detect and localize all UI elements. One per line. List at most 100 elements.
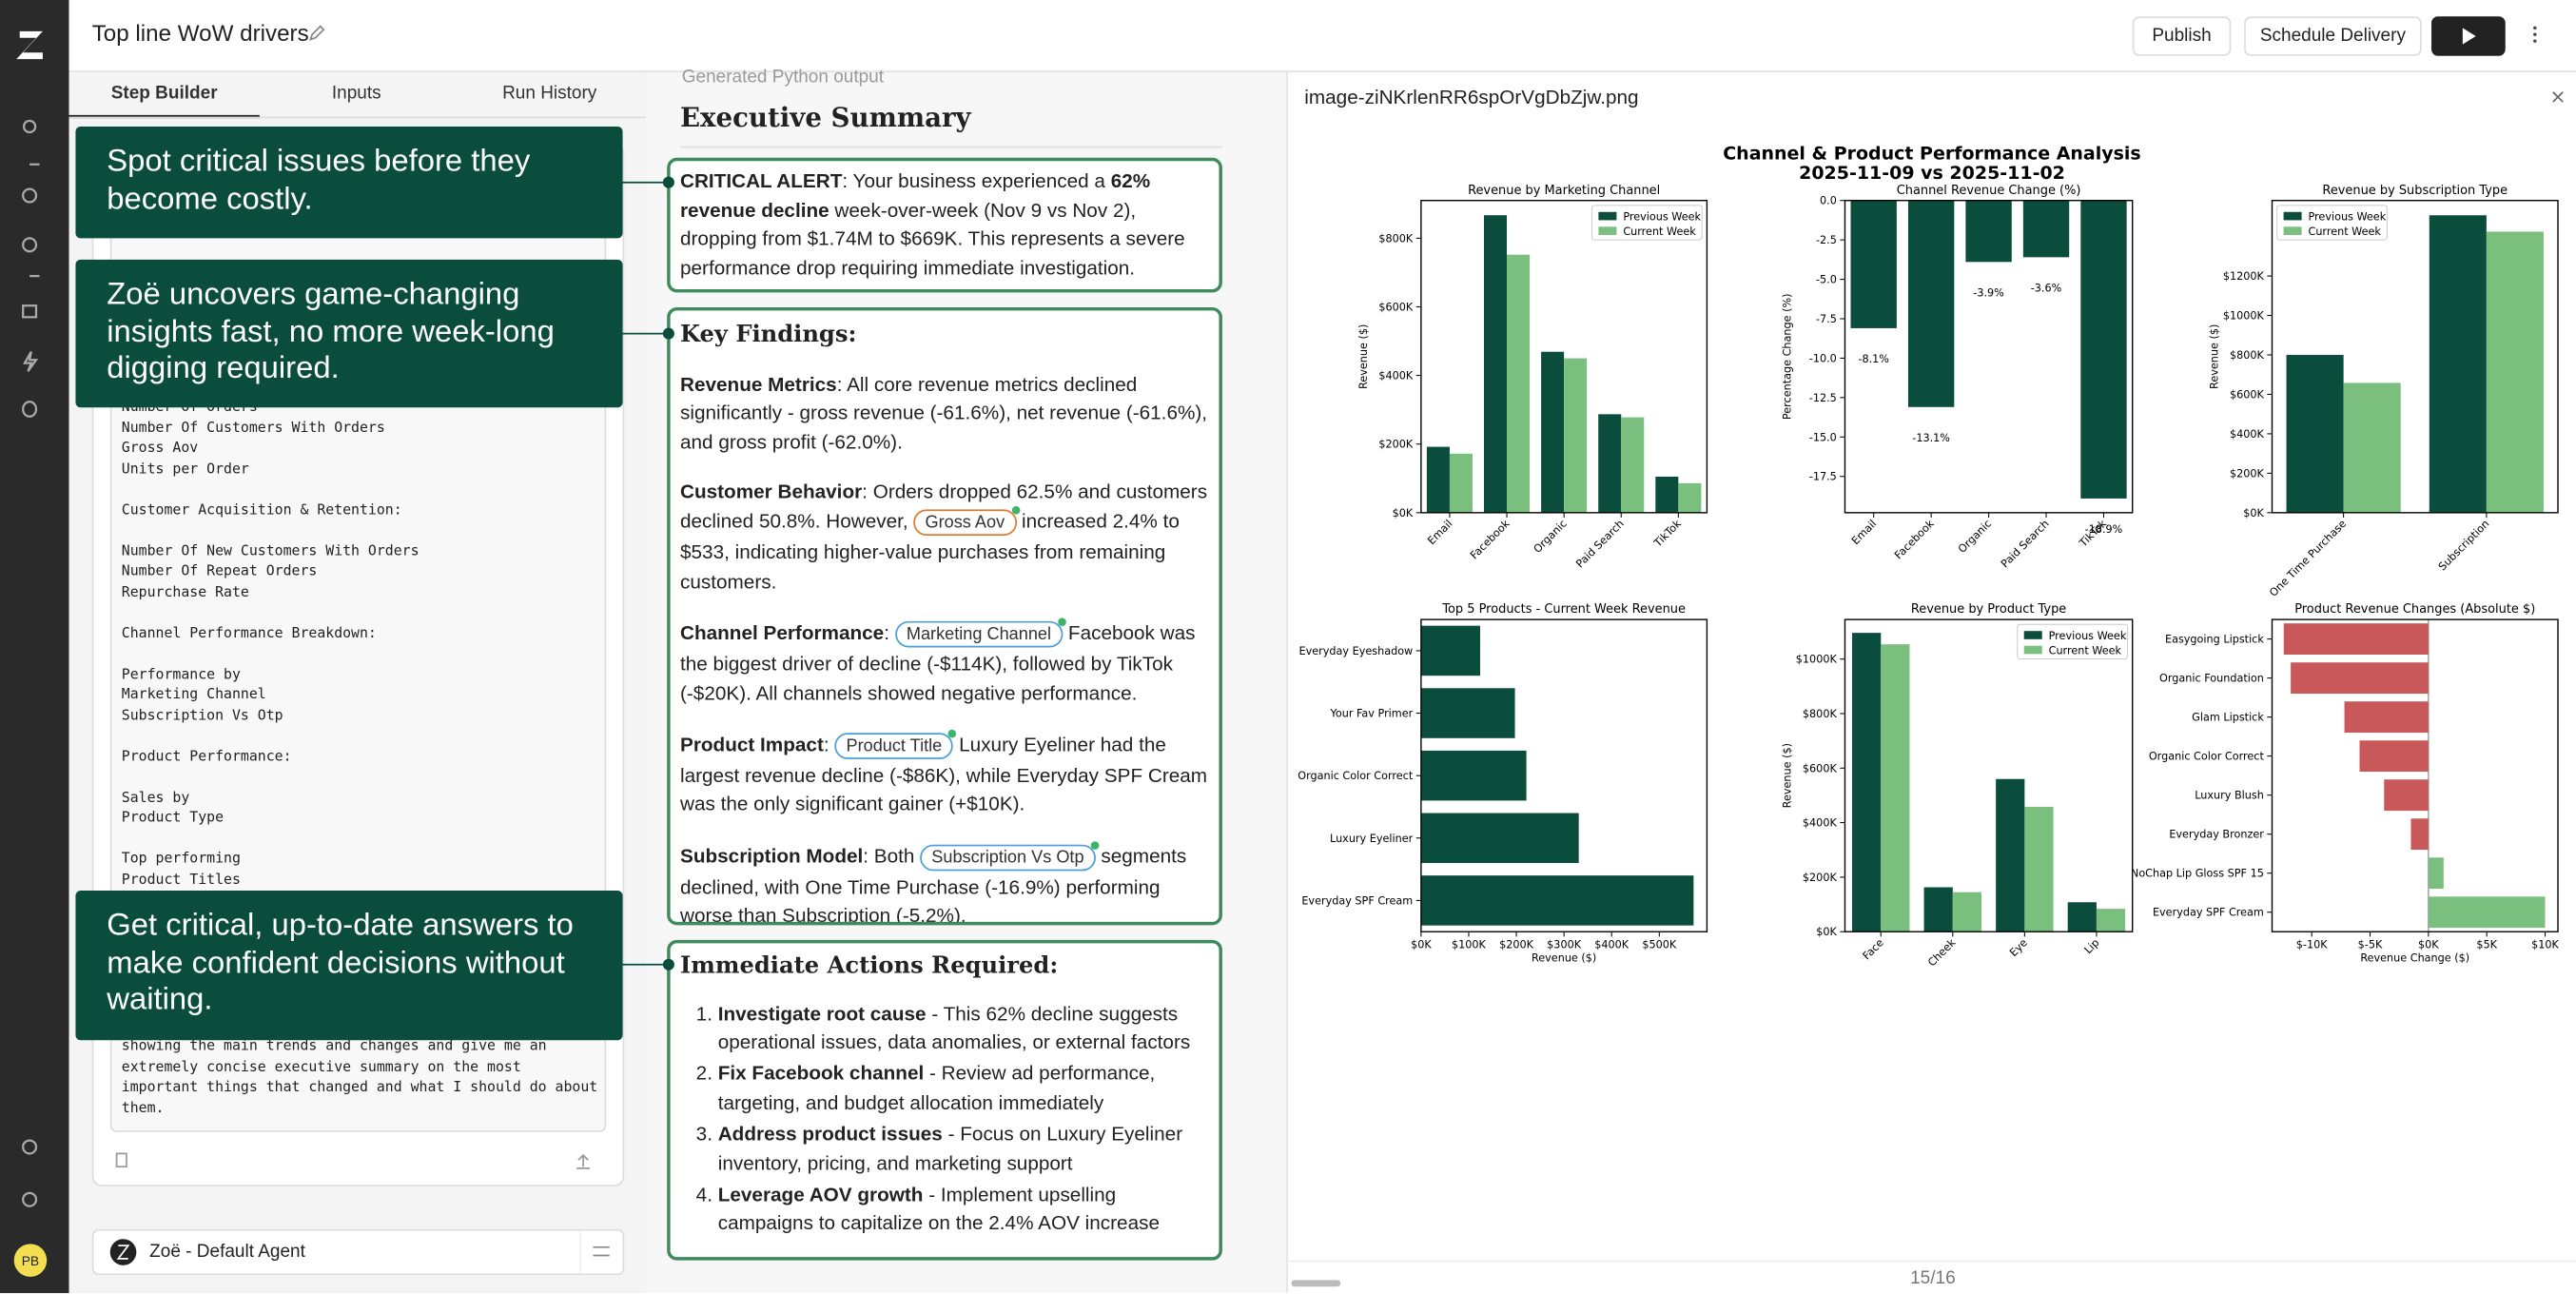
tab-divider [68, 116, 646, 119]
bar [1678, 482, 1702, 513]
legend-swatch [2283, 211, 2302, 221]
scrollbar[interactable] [1291, 1280, 1341, 1287]
x-tick-label: Facebook [1892, 518, 1937, 562]
x-tick-label: $200K [1499, 939, 1534, 951]
x-tick-label: Subscription [2436, 518, 2491, 573]
more-icon[interactable] [2528, 23, 2542, 46]
schedule-button[interactable]: Schedule Delivery [2244, 16, 2422, 56]
x-axis-label: Revenue Change ($) [2360, 951, 2469, 964]
tab[interactable]: Inputs [331, 84, 381, 104]
prompt-group: Top performing Product Titles [122, 850, 420, 891]
table-icon[interactable] [22, 304, 38, 319]
legend-label: Previous Week [2308, 210, 2386, 223]
field-chip[interactable]: Product Title [834, 729, 957, 759]
agent-settings[interactable] [579, 1230, 623, 1274]
bar [1965, 200, 2012, 263]
bold-text: Product Impact [679, 732, 824, 756]
y-tick-label: -2.5 [1816, 234, 1837, 246]
bar [2291, 662, 2429, 695]
bold-text: Customer Behavior [679, 480, 863, 503]
finding: Channel Performance: Marketing Channel F… [680, 618, 1209, 709]
prompt-group: Sales by Product Type [122, 788, 420, 829]
bar [2286, 355, 2344, 513]
run-button[interactable] [2431, 16, 2506, 56]
y-tick-label: -15.0 [1809, 431, 1837, 443]
bar [2384, 779, 2429, 812]
tab[interactable]: Run History [502, 84, 597, 104]
prompt-group: Performance by Marketing Channel Subscript… [122, 665, 420, 727]
prompt-line: extremely concise executive summary on t… [121, 1059, 521, 1076]
figure: Channel & Product Performance Analysis20… [1298, 144, 2559, 970]
callout: Get critical, up-to-date answers to make… [75, 891, 623, 1041]
share-icon[interactable] [576, 1153, 591, 1169]
bar [1850, 200, 1897, 328]
legend-label: Current Week [2049, 644, 2122, 657]
y-tick-label: Glam Lipstick [2192, 712, 2264, 724]
value-label: -3.6% [2031, 283, 2062, 295]
search-icon[interactable] [22, 119, 37, 134]
page-title: Top line WoW drivers [91, 19, 309, 47]
text: - This 62% decline suggests operational … [717, 1001, 1191, 1054]
play-icon [2462, 28, 2476, 45]
bar [2428, 857, 2444, 890]
field-chip[interactable]: Gross Aov [913, 506, 1020, 537]
y-tick-label: NoChap Lip Gloss SPF 15 [2131, 868, 2264, 880]
x-tick-label: $400K [1594, 939, 1630, 951]
y-tick-label: $600K [1803, 762, 1838, 774]
x-tick-label: Organic [1532, 518, 1570, 556]
delete-icon[interactable] [115, 1152, 127, 1168]
y-tick-label: Your Fav Primer [1329, 708, 1413, 720]
bar [1541, 351, 1565, 513]
bar [1426, 446, 1450, 513]
bar [1420, 875, 1694, 926]
header: Top line WoW drivers Publish Schedule De… [68, 0, 2576, 72]
bar [2428, 896, 2546, 929]
axes-frame [1844, 200, 2134, 514]
prompt-line: Units per Order [121, 461, 249, 478]
finding: Revenue Metrics: All core revenue metric… [680, 371, 1209, 458]
text: increased 2.4% to $533, indicating highe… [679, 510, 1180, 594]
prompt-line: Performance by [121, 666, 241, 683]
y-tick-label: $800K [1378, 232, 1414, 245]
axes-frame [1844, 618, 2134, 932]
bar [1996, 778, 2025, 932]
field-chip[interactable]: Subscription Vs Otp [920, 840, 1100, 871]
y-axis-label: Revenue ($) [2209, 324, 2221, 389]
bar [2283, 623, 2429, 656]
logo[interactable] [16, 30, 43, 60]
close-icon[interactable] [2549, 88, 2566, 105]
db-icon[interactable] [22, 401, 38, 418]
figure-title: Channel & Product Performance Analysis [1723, 144, 2140, 165]
chip-dot [1057, 618, 1066, 627]
y-tick-label: Luxury Blush [2195, 790, 2264, 802]
finding: Product Impact: Product Title Luxury Eye… [679, 729, 1209, 820]
action-item: Fix Facebook channel - Review ad perform… [718, 1060, 1209, 1118]
bar [2359, 740, 2429, 773]
legend-box [2017, 623, 2129, 660]
settings-icon[interactable] [22, 1191, 38, 1207]
prompt-tail: showing the main trends and changes and … [122, 1037, 597, 1119]
findings-heading: Key Findings: [679, 322, 857, 349]
tab[interactable]: Step Builder [68, 72, 260, 119]
agent-bar[interactable]: Zoë - Default Agent [91, 1228, 625, 1276]
avatar[interactable] [13, 1244, 48, 1277]
edit-icon[interactable] [307, 23, 327, 43]
bar [1449, 453, 1473, 513]
publish-button[interactable]: Publish [2132, 16, 2232, 56]
agent-icon [109, 1239, 137, 1265]
help-icon[interactable] [22, 1139, 38, 1155]
output-panel: Generated Python output Executive Summar… [645, 68, 1287, 1294]
field-chip[interactable]: Marketing Channel [894, 618, 1066, 648]
findings: Revenue Metrics: All core revenue metric… [679, 371, 1209, 922]
bar [1923, 887, 1953, 932]
history-icon[interactable] [22, 187, 38, 204]
x-tick-label: One Time Purchase [2267, 518, 2349, 599]
y-tick-label: $200K [1378, 439, 1414, 451]
chart-title: Revenue by Marketing Channel [1468, 184, 1660, 198]
bolt-icon[interactable] [22, 351, 39, 372]
y-tick-label: Luxury Eyeliner [1330, 833, 1414, 845]
bold-text: Fix Facebook channel [717, 1062, 925, 1086]
y-axis-label: Percentage Change (%) [1781, 293, 1793, 420]
explore-icon[interactable] [22, 237, 38, 253]
